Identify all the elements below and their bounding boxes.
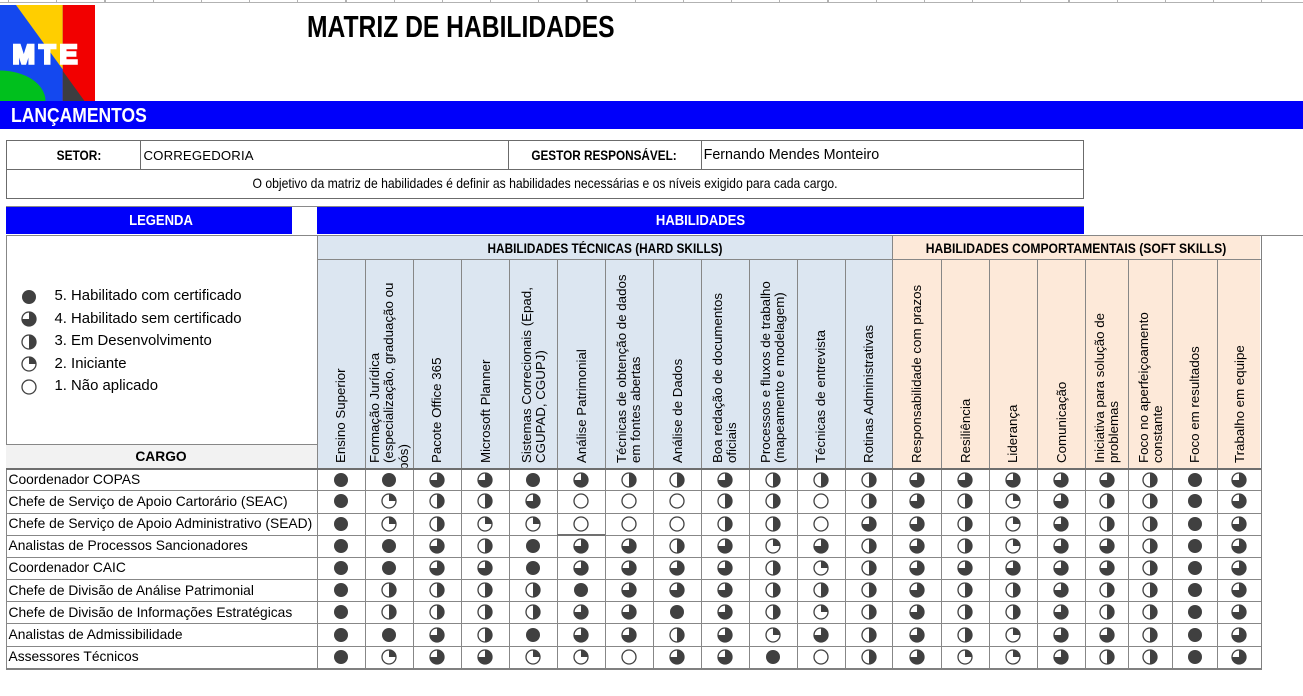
svg-text:MTE: MTE (13, 39, 82, 69)
